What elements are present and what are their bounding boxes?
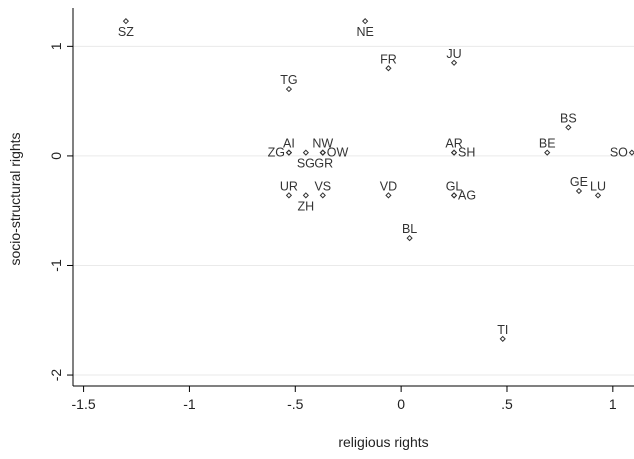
point-label-ti: TI bbox=[497, 323, 508, 337]
point-label-sz: SZ bbox=[118, 25, 134, 39]
axes bbox=[72, 8, 634, 387]
x-tick-label-5: 1 bbox=[609, 396, 617, 412]
point-label-be: BE bbox=[539, 137, 556, 151]
x-tick-label-3: 0 bbox=[397, 396, 405, 412]
point-label-ow: OW bbox=[327, 146, 349, 160]
y-tick-label-0: 1 bbox=[48, 42, 64, 50]
point-marker-sh bbox=[450, 149, 458, 156]
x-axis-title: religious rights bbox=[338, 434, 428, 450]
point-label-ge: GE bbox=[570, 175, 588, 189]
point-label-ar: AR bbox=[445, 137, 462, 151]
gridlines bbox=[73, 45, 634, 376]
point-label-gr: GR bbox=[314, 157, 333, 171]
point-label-tg: TG bbox=[280, 73, 297, 87]
point-label-bl: BL bbox=[402, 222, 417, 236]
point-marker-ti bbox=[499, 335, 506, 342]
point-label-ag: AG bbox=[458, 188, 476, 202]
point-label-vs: VS bbox=[314, 179, 331, 193]
point-label-vd: VD bbox=[380, 179, 397, 193]
point-label-ur: UR bbox=[280, 179, 298, 193]
point-label-so: SO bbox=[610, 146, 628, 160]
point-marker-zg bbox=[285, 149, 293, 156]
point-label-zh: ZH bbox=[298, 199, 315, 213]
point-marker-bs bbox=[565, 124, 572, 131]
point-marker-tg bbox=[285, 85, 293, 93]
point-label-bs: BS bbox=[560, 111, 577, 125]
point-label-lu: LU bbox=[590, 179, 606, 193]
point-label-sg: SG bbox=[297, 157, 315, 171]
point-marker-vs bbox=[319, 192, 326, 199]
point-marker-ju bbox=[450, 59, 458, 66]
point-label-sh: SH bbox=[458, 146, 475, 160]
point-marker-sz bbox=[122, 18, 130, 25]
point-marker-ag bbox=[450, 192, 458, 199]
point-label-ai: AI bbox=[283, 137, 295, 151]
x-tick-label-1: -1 bbox=[183, 396, 196, 412]
point-marker-lu bbox=[594, 192, 602, 199]
point-label-fr: FR bbox=[380, 52, 397, 66]
point-label-nw: NW bbox=[312, 137, 333, 151]
point-marker-zh bbox=[302, 192, 309, 199]
x-tick-label-0: -1.5 bbox=[72, 396, 96, 412]
x-tick-label-2: -.5 bbox=[287, 396, 304, 412]
point-label-ne: NE bbox=[356, 25, 373, 39]
point-label-gl: GL bbox=[446, 179, 463, 193]
y-tick-label-1: 0 bbox=[48, 152, 64, 160]
point-marker-ne bbox=[362, 18, 369, 25]
point-marker-fr bbox=[385, 65, 392, 72]
point-marker-ur bbox=[285, 192, 293, 199]
y-tick-label-2: -1 bbox=[48, 259, 64, 272]
x-tick-label-4: .5 bbox=[501, 396, 513, 412]
y-axis-title: socio-structural rights bbox=[7, 132, 23, 265]
point-marker-vd bbox=[385, 192, 392, 199]
point-marker-so bbox=[628, 149, 634, 156]
y-axis-ticks: 1 0 -1 -2 bbox=[48, 42, 73, 381]
point-marker-be bbox=[544, 149, 551, 156]
x-axis-ticks: -1.5 -1 -.5 0 .5 1 bbox=[72, 386, 617, 412]
point-label-ju: JU bbox=[446, 47, 461, 61]
point-marker-ge bbox=[575, 187, 583, 195]
point-marker-gr bbox=[319, 149, 326, 156]
point-marker-bl bbox=[406, 234, 413, 242]
point-label-zg: ZG bbox=[268, 146, 285, 160]
y-tick-label-3: -2 bbox=[48, 369, 64, 382]
point-marker-sg bbox=[302, 149, 309, 156]
